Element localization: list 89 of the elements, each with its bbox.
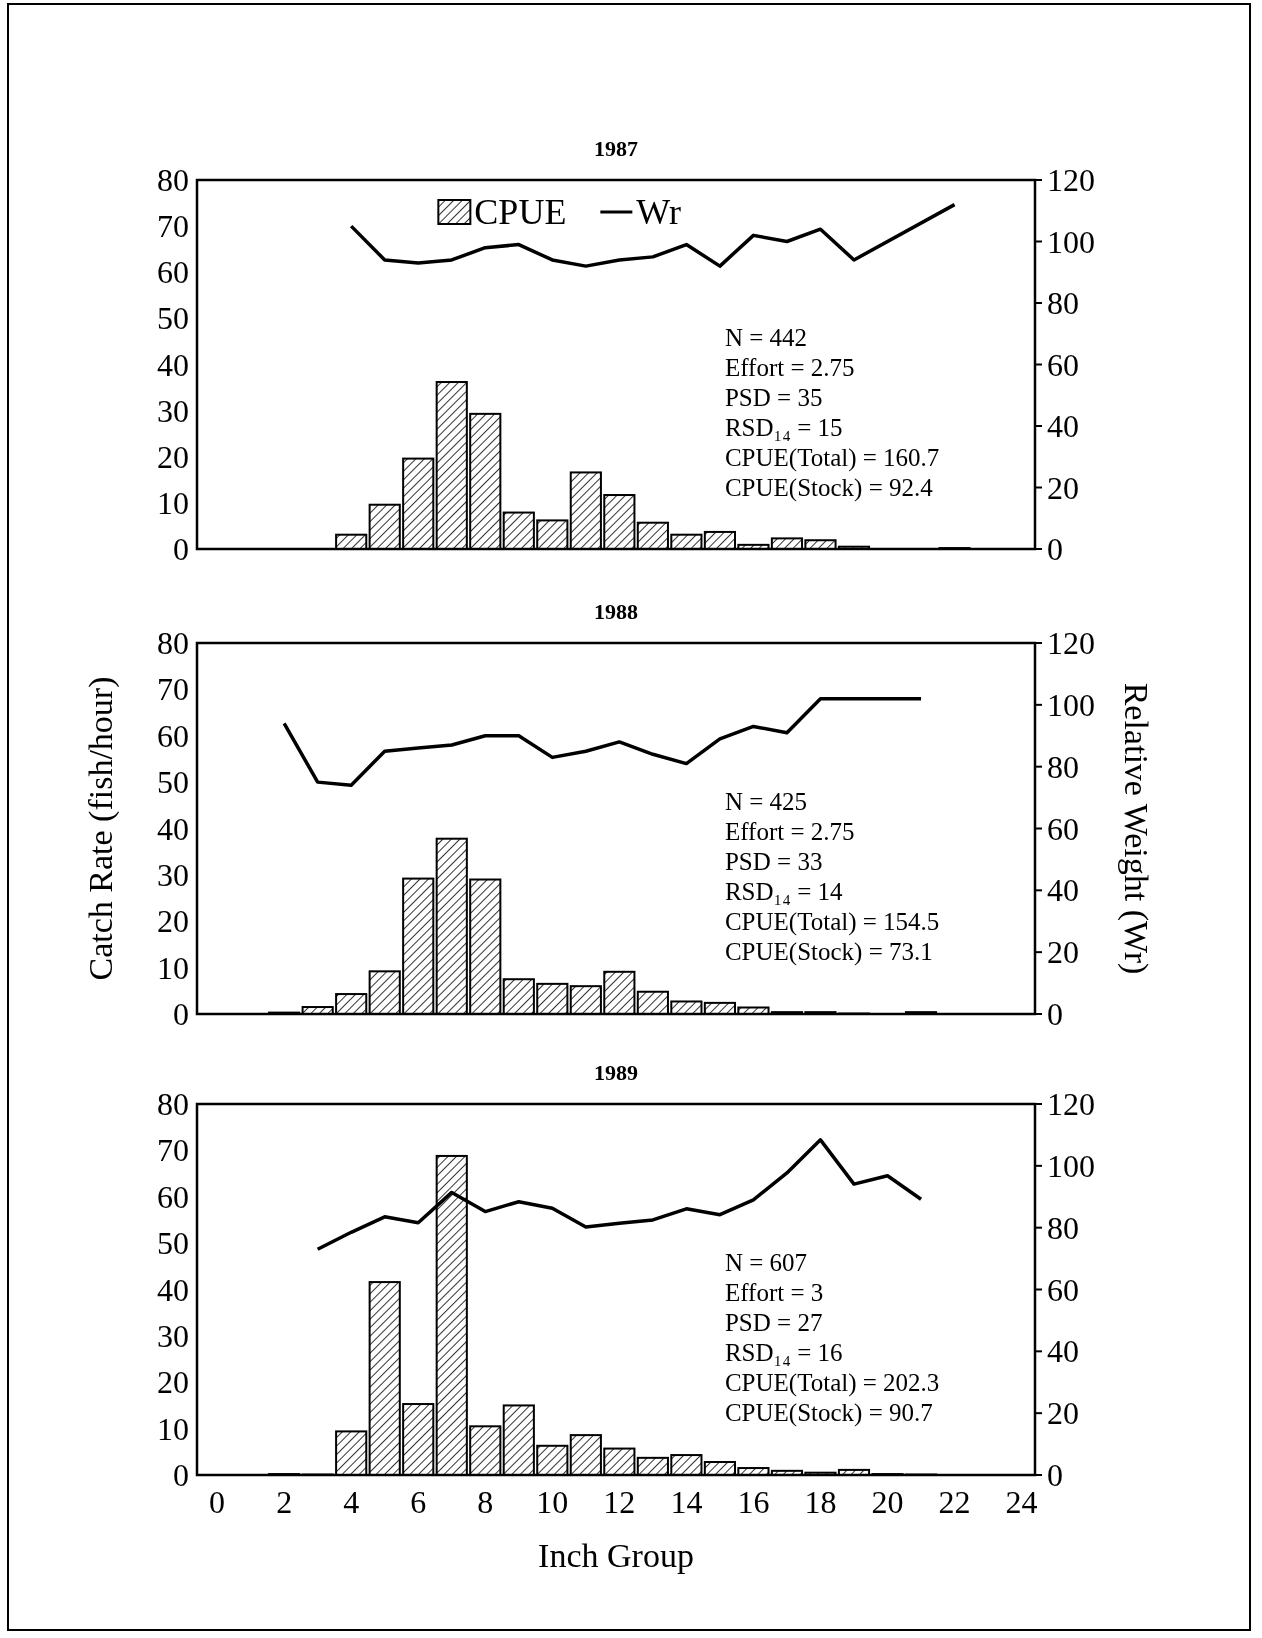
y2-tick-label: 0 — [1047, 1457, 1063, 1493]
y-tick-label: 60 — [157, 1178, 189, 1215]
y-tick-label: 20 — [157, 1364, 189, 1401]
annotation: CPUE(Stock) = 90.7 — [724, 1398, 933, 1427]
x-tick-label: 20 — [871, 1484, 904, 1520]
x-axis-title: Inch Group — [538, 1537, 694, 1574]
y2-tick-label: 80 — [1047, 748, 1079, 785]
y2-tick-label: 40 — [1047, 408, 1079, 444]
y2-tick-label: 100 — [1047, 223, 1095, 260]
legend-label: CPUE — [474, 192, 567, 232]
y-tick-label: 40 — [157, 1271, 189, 1308]
annotation: CPUE(Total) = 160.7 — [724, 444, 940, 473]
y2-tick-label: 0 — [1047, 531, 1063, 567]
line-series — [349, 202, 957, 268]
y-tick-label: 70 — [157, 671, 189, 708]
annotation: N = 607 — [724, 1248, 808, 1276]
y-tick-label: 40 — [157, 810, 189, 847]
y2-tick-label: 60 — [1047, 810, 1079, 847]
y-tick-label: 20 — [157, 438, 189, 475]
chart-title: 1988 — [594, 599, 638, 624]
y2-tick-label: 60 — [1047, 1271, 1079, 1308]
y2-tick-label: 120 — [1047, 1086, 1095, 1122]
x-tick-label: 16 — [737, 1484, 770, 1520]
y-tick-label: 10 — [157, 1410, 189, 1447]
chart-title: 1987 — [594, 136, 638, 161]
y2-tick-label: 100 — [1047, 1147, 1095, 1184]
annotation: RSD₁₄ = 15 — [724, 414, 843, 442]
y-tick-label: 70 — [157, 208, 189, 245]
y2-tick-label: 40 — [1047, 1333, 1079, 1370]
y2-tick-label: 40 — [1047, 872, 1079, 909]
x-tick-label: 18 — [804, 1484, 837, 1520]
x-tick-label: 8 — [477, 1484, 494, 1520]
y2-tick-label: 20 — [1047, 934, 1079, 971]
x-tick-label: 0 — [209, 1484, 226, 1520]
y-tick-label: 50 — [157, 764, 189, 801]
y2-tick-label: 80 — [1047, 285, 1079, 321]
x-tick-label: 22 — [938, 1484, 971, 1520]
x-tick-label: 14 — [670, 1484, 703, 1520]
y-tick-label: 30 — [157, 856, 189, 893]
annotation: RSD₁₄ = 14 — [724, 877, 844, 905]
annotation: CPUE(Total) = 202.3 — [724, 1368, 940, 1397]
y-axis-title: Catch Rate (fish/hour) — [82, 676, 120, 981]
y2-tick-label: 20 — [1047, 469, 1079, 506]
annotation: N = 425 — [724, 787, 808, 815]
x-tick-label: 12 — [603, 1484, 636, 1520]
annotation: CPUE(Stock) = 92.4 — [724, 474, 934, 503]
annotation: PSD = 35 — [724, 384, 823, 412]
y2-tick-label: 120 — [1047, 162, 1095, 198]
annotation: Effort = 3 — [724, 1278, 824, 1306]
y2-tick-label: 120 — [1047, 625, 1095, 661]
x-tick-label: 24 — [1005, 1484, 1038, 1520]
y-tick-label: 10 — [157, 484, 189, 521]
y-tick-label: 0 — [173, 996, 189, 1032]
y-tick-label: 50 — [157, 300, 189, 337]
annotation: PSD = 33 — [724, 847, 823, 875]
x-tick-label: 2 — [276, 1484, 293, 1520]
annotation: N = 442 — [724, 324, 808, 352]
y2-tick-label: 0 — [1047, 996, 1063, 1032]
annotation: Effort = 2.75 — [724, 817, 855, 845]
y-tick-label: 40 — [157, 346, 189, 383]
line-series — [282, 696, 923, 787]
y2-tick-label: 60 — [1047, 346, 1079, 383]
y-tick-label: 60 — [157, 717, 189, 754]
y-tick-label: 30 — [157, 392, 189, 429]
y2-tick-label: 80 — [1047, 1209, 1079, 1246]
y2-tick-label: 100 — [1047, 686, 1095, 723]
annotation: PSD = 27 — [724, 1308, 823, 1336]
annotation: CPUE(Stock) = 73.1 — [724, 937, 933, 966]
y2-axis-title: Relative Weight (Wr) — [1117, 682, 1155, 975]
y2-tick-label: 20 — [1047, 1395, 1079, 1432]
y-tick-label: 20 — [157, 903, 189, 940]
y-tick-label: 80 — [157, 162, 189, 198]
y-tick-label: 10 — [157, 949, 189, 986]
y-tick-label: 60 — [157, 254, 189, 291]
y-tick-label: 70 — [157, 1132, 189, 1169]
x-tick-label: 6 — [410, 1484, 427, 1520]
annotation: RSD₁₄ = 16 — [724, 1338, 843, 1366]
annotation: CPUE(Total) = 154.5 — [724, 907, 940, 936]
y-tick-label: 0 — [173, 531, 189, 567]
annotation: Effort = 2.75 — [724, 354, 855, 382]
y-tick-label: 0 — [173, 1457, 189, 1493]
y-tick-label: 50 — [157, 1225, 189, 1262]
x-tick-label: 4 — [343, 1484, 360, 1520]
y-tick-label: 30 — [157, 1317, 189, 1354]
legend-label: Wr — [636, 192, 681, 232]
x-tick-label: 10 — [536, 1484, 569, 1520]
y-tick-label: 80 — [157, 625, 189, 661]
y-tick-label: 80 — [157, 1086, 189, 1122]
chart-title: 1989 — [594, 1060, 638, 1085]
